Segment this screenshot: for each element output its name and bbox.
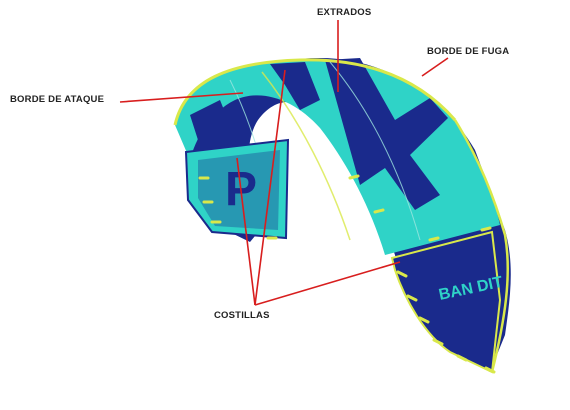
pointer-costillas-3 bbox=[254, 261, 401, 306]
left-tip-panel bbox=[184, 138, 290, 240]
canopy-graphic-b bbox=[190, 100, 252, 150]
canopy-graphic-c bbox=[270, 62, 320, 110]
pointer-lines bbox=[119, 20, 449, 306]
label-borde-de-ataque: BORDE DE ATAQUE bbox=[10, 94, 105, 105]
strut-2 bbox=[329, 61, 421, 241]
pointer-borde-fuga bbox=[421, 57, 449, 77]
pointer-borde-ataque bbox=[119, 92, 244, 103]
trailing-edge bbox=[453, 119, 509, 373]
leading-edge bbox=[173, 58, 457, 126]
label-borde-de-fuga: BORDE DE FUGA bbox=[427, 46, 510, 57]
left-tip-inner bbox=[198, 150, 280, 230]
label-costillas: COSTILLAS bbox=[214, 310, 270, 321]
label-extrados: EXTRADOS bbox=[317, 7, 372, 18]
pointer-costillas-2 bbox=[254, 69, 286, 306]
strut-1 bbox=[261, 71, 351, 241]
pointer-costillas-1 bbox=[236, 157, 256, 306]
bridle-tabs bbox=[198, 174, 496, 374]
